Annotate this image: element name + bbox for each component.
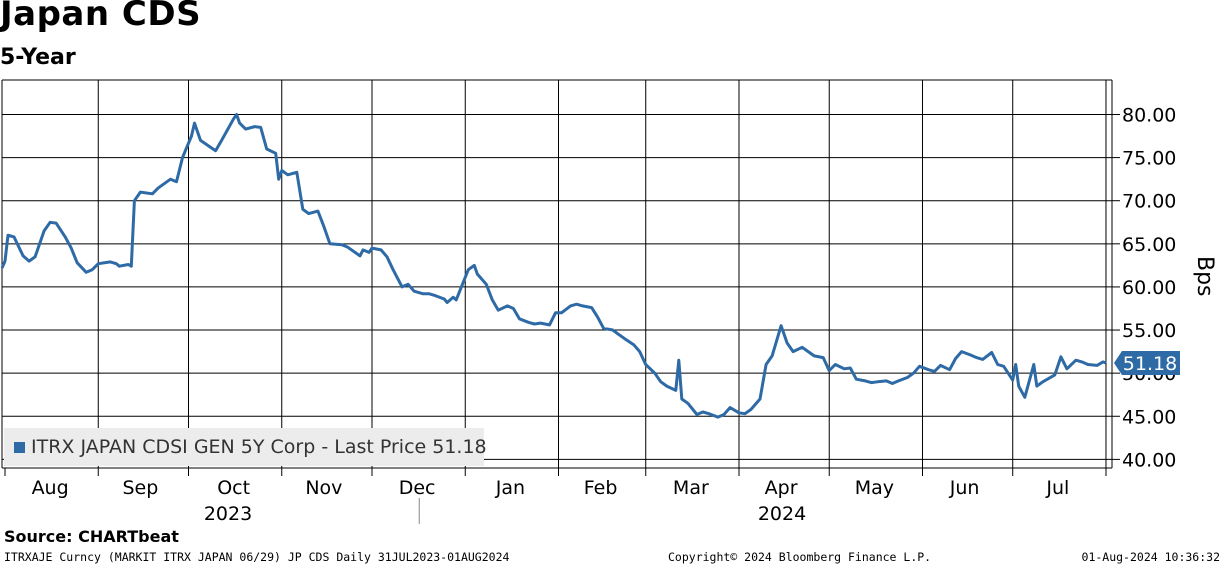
x-month-label: May	[855, 477, 894, 499]
y-axis: 40.0045.0050.0055.0060.0065.0070.0075.00…	[1112, 104, 1217, 471]
x-month-label: Oct	[217, 477, 250, 499]
chart-title: Japan CDS	[0, 0, 202, 34]
y-tick-label: 55.00	[1122, 320, 1176, 342]
x-month-label: Mar	[673, 477, 709, 499]
y-tick-label: 75.00	[1122, 148, 1176, 170]
last-price-value: 51.18	[1123, 353, 1177, 375]
y-tick-label: 80.00	[1122, 104, 1176, 126]
chart-subtitle: 5-Year	[0, 45, 76, 70]
y-tick-label: 65.00	[1122, 234, 1176, 256]
y-tick-label: 60.00	[1122, 277, 1176, 299]
x-month-label: Sep	[122, 477, 158, 499]
grid	[1, 79, 1113, 469]
legend-label: ITRX JAPAN CDSI GEN 5Y Corp - Last Price…	[31, 436, 487, 458]
x-month-label: Jul	[1045, 477, 1069, 499]
x-month-label: Dec	[399, 477, 436, 499]
series	[0, 113, 1107, 419]
x-month-label: Aug	[32, 477, 69, 499]
footer-ticker-info: ITRXAJE Curncy (MARKIT ITRX JAPAN 06/29)…	[4, 550, 510, 564]
x-month-label: Jun	[949, 477, 980, 499]
x-labels: Aug Sep Oct Nov Dec Jan Feb Mar Apr May Jun Jul 2023…	[32, 477, 1070, 525]
y-axis-label: Bps	[1192, 256, 1217, 297]
y-tick-label: 40.00	[1122, 449, 1176, 471]
last-price-tag	[1114, 350, 1180, 375]
footer-timestamp: 01-Aug-2024 10:36:32	[1081, 550, 1220, 564]
x-year-label: 2023	[204, 503, 252, 525]
legend-swatch	[14, 442, 25, 453]
y-tick-label: 70.00	[1122, 191, 1176, 213]
footer-copyright: Copyright© 2024 Bloomberg Finance L.P.	[668, 550, 932, 564]
series-line	[0, 113, 1107, 419]
last-price-marker: 51.18	[1114, 350, 1180, 375]
month-ticks	[4, 468, 1107, 524]
x-month-label: Feb	[584, 477, 618, 499]
x-month-label: Jan	[495, 477, 525, 499]
x-year-label: 2024	[758, 503, 806, 525]
source-label: Source: CHARTbeat	[4, 527, 179, 546]
legend: ITRX JAPAN CDSI GEN 5Y Corp - Last Price…	[4, 428, 487, 466]
x-month-label: Nov	[305, 477, 342, 499]
x-month-label: Apr	[765, 477, 798, 499]
y-tick-label: 45.00	[1122, 406, 1176, 428]
